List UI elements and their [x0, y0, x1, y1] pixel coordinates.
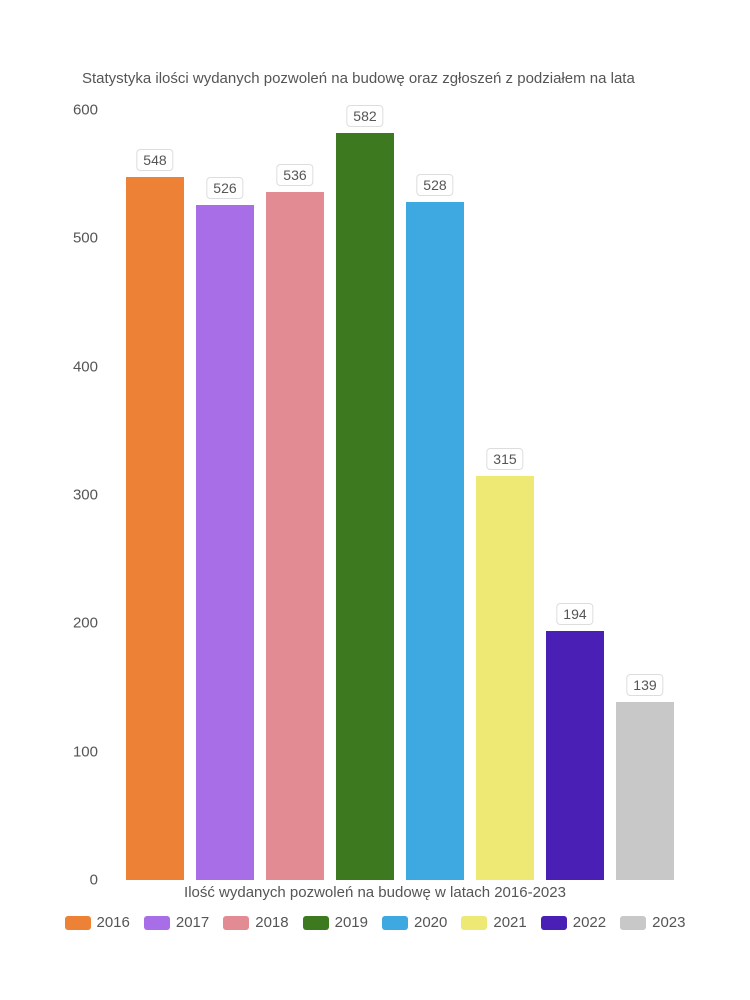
legend: 2016 2017 2018 2019 2020 2021 2022 2023 [0, 914, 750, 931]
bar-2022: 194 [546, 631, 603, 880]
legend-item: 2023 [620, 914, 685, 931]
legend-item: 2021 [461, 914, 526, 931]
legend-swatch [65, 916, 91, 930]
bar-2023: 139 [616, 702, 673, 880]
legend-swatch [620, 916, 646, 930]
y-tick: 500 [73, 230, 98, 247]
bar-2016: 548 [126, 177, 183, 880]
legend-label: 2019 [335, 914, 368, 931]
bar-2021: 315 [476, 476, 533, 880]
bar-value-label: 194 [556, 603, 593, 625]
legend-label: 2018 [255, 914, 288, 931]
y-tick: 100 [73, 743, 98, 760]
x-axis-label: Ilość wydanych pozwoleń na budowę w lata… [0, 884, 750, 901]
legend-item: 2018 [223, 914, 288, 931]
bar-value-label: 548 [136, 149, 173, 171]
legend-item: 2020 [382, 914, 447, 931]
legend-swatch [382, 916, 408, 930]
legend-swatch [144, 916, 170, 930]
bar-value-label: 582 [346, 105, 383, 127]
bar-2018: 536 [266, 192, 323, 880]
chart-container: Statystyka ilości wydanych pozwoleń na b… [0, 0, 750, 1000]
legend-item: 2019 [303, 914, 368, 931]
y-tick: 400 [73, 358, 98, 375]
legend-swatch [461, 916, 487, 930]
legend-swatch [303, 916, 329, 930]
legend-label: 2023 [652, 914, 685, 931]
y-tick: 200 [73, 615, 98, 632]
bar-2020: 528 [406, 202, 463, 880]
legend-label: 2016 [97, 914, 130, 931]
bar-value-label: 139 [626, 674, 663, 696]
legend-item: 2017 [144, 914, 209, 931]
y-tick: 600 [73, 102, 98, 119]
legend-item: 2022 [541, 914, 606, 931]
y-axis: 0100200300400500600 [60, 110, 110, 880]
legend-swatch [223, 916, 249, 930]
bar-value-label: 528 [416, 174, 453, 196]
legend-label: 2017 [176, 914, 209, 931]
bar-value-label: 536 [276, 164, 313, 186]
y-tick: 300 [73, 487, 98, 504]
bar-value-label: 526 [206, 177, 243, 199]
chart-title: Statystyka ilości wydanych pozwoleń na b… [82, 70, 635, 87]
bar-2017: 526 [196, 205, 253, 880]
legend-swatch [541, 916, 567, 930]
legend-label: 2022 [573, 914, 606, 931]
bar-2019: 582 [336, 133, 393, 880]
legend-label: 2021 [493, 914, 526, 931]
bar-value-label: 315 [486, 448, 523, 470]
legend-label: 2020 [414, 914, 447, 931]
plot-area: 548526536582528315194139 [110, 110, 680, 880]
legend-item: 2016 [65, 914, 130, 931]
